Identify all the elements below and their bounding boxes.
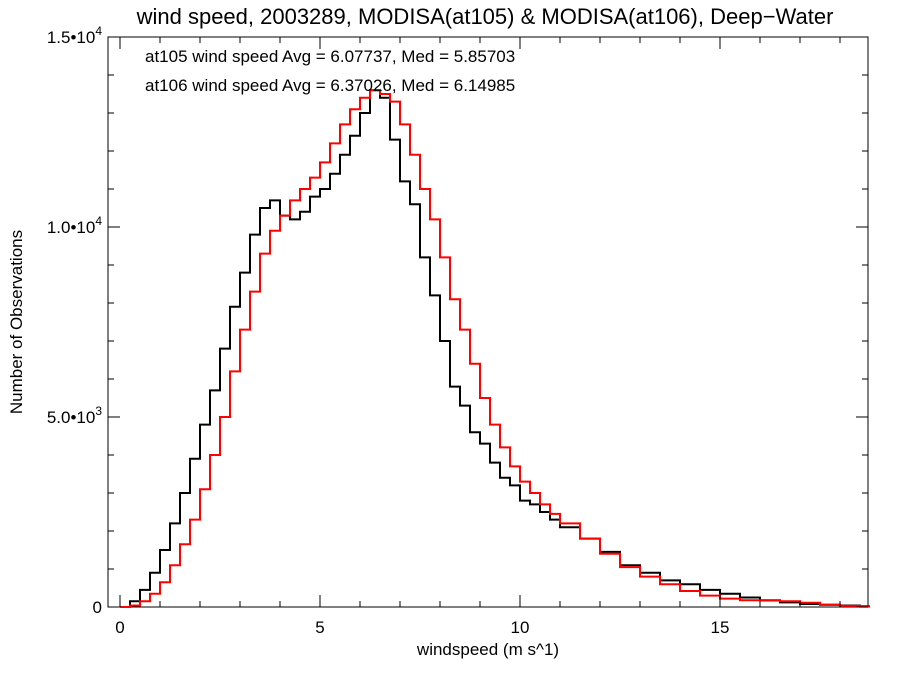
series-line-0 (120, 89, 870, 608)
y-tick-label-0: 0 (93, 598, 102, 617)
x-axis-ticks: 0 5 10 15 (115, 37, 841, 637)
series-layer (120, 89, 870, 608)
y-tick-label-3: 1.5•104 (47, 24, 103, 47)
series-line-1 (120, 89, 870, 608)
x-tick-label-1: 5 (315, 618, 324, 637)
x-axis-label: windspeed (m s^1) (416, 640, 559, 659)
y-tick-label-2: 1.0•104 (47, 214, 103, 237)
x-tick-label-2: 10 (511, 618, 530, 637)
annotation-at106-stats: at106 wind speed Avg = 6.37026, Med = 6.… (145, 76, 515, 95)
y-tick-label-1: 5.0•103 (47, 404, 103, 427)
x-tick-label-3: 15 (711, 618, 730, 637)
annotation-at105-stats: at105 wind speed Avg = 6.07737, Med = 5.… (145, 47, 515, 66)
y-axis-label: Number of Observations (7, 230, 26, 414)
x-tick-label-0: 0 (115, 618, 124, 637)
y-axis-ticks: 0 5.0•103 1.0•104 1.5•104 (47, 24, 868, 617)
plot-area-frame (107, 36, 869, 608)
chart-title: wind speed, 2003289, MODISA(at105) & MOD… (136, 4, 834, 29)
